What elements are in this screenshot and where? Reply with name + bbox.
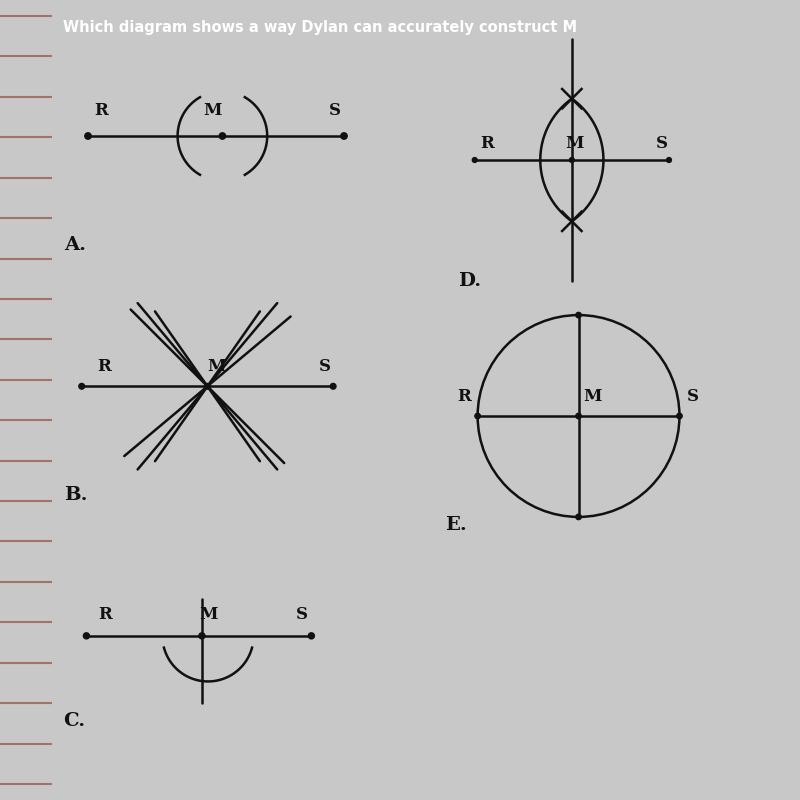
Text: S: S	[296, 606, 308, 623]
Circle shape	[677, 414, 682, 418]
Text: Which diagram shows a way Dylan can accurately construct M: Which diagram shows a way Dylan can accu…	[63, 20, 582, 34]
Text: S: S	[328, 102, 341, 119]
Text: S: S	[656, 134, 668, 151]
Text: R: R	[98, 606, 111, 623]
Text: R: R	[94, 102, 108, 119]
Text: S: S	[318, 358, 330, 374]
Circle shape	[576, 312, 582, 318]
Text: B.: B.	[64, 486, 88, 504]
Circle shape	[330, 383, 336, 389]
Circle shape	[341, 133, 347, 139]
Text: S: S	[687, 389, 699, 406]
Circle shape	[85, 133, 91, 139]
Text: E.: E.	[445, 516, 466, 534]
Circle shape	[472, 158, 477, 162]
Text: M: M	[583, 389, 602, 406]
Text: A.: A.	[64, 236, 86, 254]
Text: M: M	[207, 358, 225, 374]
Circle shape	[219, 133, 226, 139]
Circle shape	[576, 514, 582, 520]
Circle shape	[475, 414, 480, 418]
Text: M: M	[199, 606, 217, 623]
Text: M: M	[204, 102, 222, 119]
Text: R: R	[480, 134, 494, 151]
Text: D.: D.	[458, 273, 482, 290]
Text: R: R	[457, 389, 471, 406]
Circle shape	[570, 158, 574, 162]
Text: R: R	[98, 358, 111, 374]
Circle shape	[205, 383, 210, 389]
Circle shape	[83, 633, 90, 639]
Circle shape	[308, 633, 314, 639]
Circle shape	[79, 383, 85, 389]
Text: M: M	[565, 134, 583, 151]
Text: C.: C.	[63, 712, 86, 730]
Circle shape	[199, 633, 205, 639]
Circle shape	[666, 158, 671, 162]
Circle shape	[576, 414, 582, 418]
